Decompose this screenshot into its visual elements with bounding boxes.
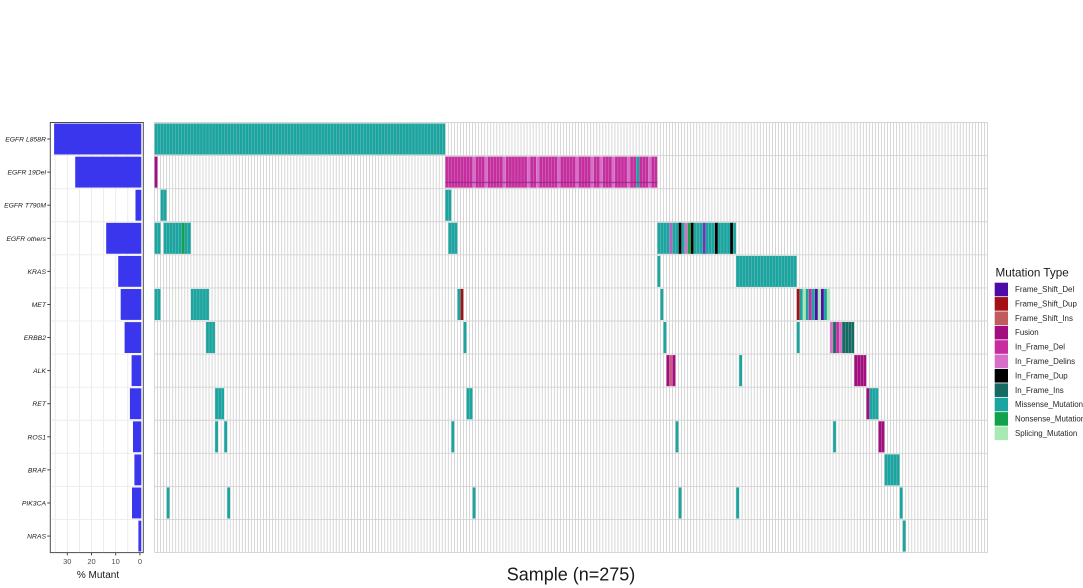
- svg-text:10: 10: [112, 557, 120, 566]
- svg-text:EGFR L858R: EGFR L858R: [5, 137, 46, 144]
- svg-text:0: 0: [138, 557, 142, 566]
- svg-text:ERBB2: ERBB2: [24, 335, 47, 342]
- svg-text:PIK3CA: PIK3CA: [22, 500, 47, 507]
- svg-text:In_Frame_Dup: In_Frame_Dup: [1015, 371, 1068, 380]
- svg-text:RET: RET: [32, 401, 46, 408]
- svg-text:In_Frame_Ins: In_Frame_Ins: [1015, 386, 1064, 395]
- svg-text:ALK: ALK: [32, 368, 46, 375]
- svg-text:Mutation Type: Mutation Type: [996, 267, 1069, 280]
- svg-text:MET: MET: [32, 302, 47, 309]
- svg-text:Sample (n=275): Sample (n=275): [507, 565, 636, 585]
- svg-text:EGFR others: EGFR others: [6, 236, 46, 243]
- svg-text:In_Frame_Delins: In_Frame_Delins: [1015, 357, 1075, 366]
- svg-text:Splicing_Mutation: Splicing_Mutation: [1015, 429, 1077, 438]
- svg-text:Frame_Shift_Del: Frame_Shift_Del: [1015, 285, 1074, 294]
- svg-text:Fusion: Fusion: [1015, 328, 1039, 337]
- svg-text:NRAS: NRAS: [27, 534, 46, 541]
- svg-text:KRAS: KRAS: [27, 269, 46, 276]
- svg-text:20: 20: [87, 557, 95, 566]
- svg-text:Nonsense_Mutation: Nonsense_Mutation: [1015, 415, 1083, 424]
- svg-text:BRAF: BRAF: [28, 467, 47, 474]
- svg-text:Missense_Mutation: Missense_Mutation: [1015, 400, 1083, 409]
- svg-text:EGFR 19Del: EGFR 19Del: [7, 170, 46, 177]
- svg-text:Frame_Shift_Dup: Frame_Shift_Dup: [1015, 299, 1077, 308]
- svg-text:In_Frame_Del: In_Frame_Del: [1015, 343, 1065, 352]
- svg-text:% Mutant: % Mutant: [77, 570, 119, 581]
- svg-text:30: 30: [63, 557, 71, 566]
- svg-text:EGFR T790M: EGFR T790M: [4, 203, 46, 210]
- svg-text:ROS1: ROS1: [27, 434, 46, 441]
- svg-text:Frame_Shift_Ins: Frame_Shift_Ins: [1015, 314, 1073, 323]
